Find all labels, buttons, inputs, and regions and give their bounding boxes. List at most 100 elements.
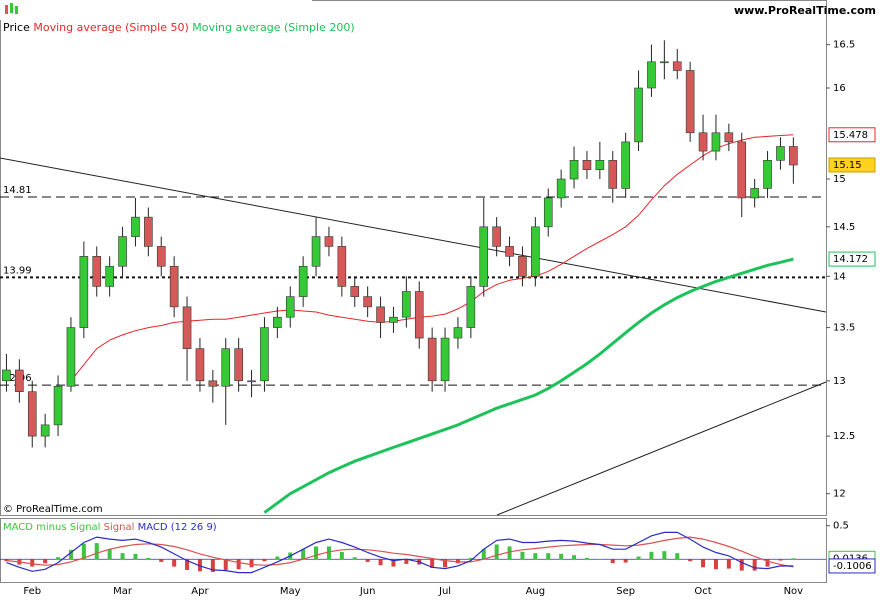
- candle-body: [660, 61, 669, 64]
- candle-body: [79, 256, 89, 328]
- candle-body: [556, 178, 566, 199]
- y-tick-label: 13.5: [833, 323, 855, 334]
- candle-body: [492, 226, 501, 247]
- candle-body: [634, 87, 643, 143]
- histogram-bar: [443, 559, 448, 568]
- histogram-bar: [236, 559, 241, 570]
- x-tick-label: Sep: [616, 586, 635, 597]
- header-box: [0, 0, 312, 20]
- candle-body: [518, 256, 527, 277]
- y-tick-label: 12: [833, 489, 846, 500]
- candle-body: [789, 146, 798, 166]
- histogram-bar: [107, 549, 112, 560]
- histogram-bar: [120, 553, 125, 560]
- x-tick-label: Mar: [113, 586, 133, 597]
- histogram-bar: [275, 556, 280, 560]
- x-tick-label: Jul: [438, 586, 451, 597]
- y-tick-label: 0.5: [833, 521, 849, 532]
- histogram-bar: [210, 559, 215, 572]
- histogram-bar: [610, 559, 615, 564]
- candle-body: [195, 348, 205, 382]
- value-badge-label: -0.1006: [833, 561, 872, 572]
- y-tick-label: 15: [833, 174, 846, 185]
- legend: Price Moving average (Simple 50) Moving …: [3, 21, 355, 34]
- legend-ma50: Moving average (Simple 50): [33, 21, 188, 34]
- candle-body: [543, 197, 553, 228]
- x-tick-label: May: [280, 586, 301, 597]
- histogram-bar: [752, 559, 757, 571]
- candle-body: [27, 391, 37, 437]
- candle-body: [569, 160, 579, 180]
- y-tick-label: 16: [833, 83, 846, 94]
- candle-body: [763, 160, 772, 189]
- candle-body: [144, 216, 153, 247]
- candle-body: [582, 160, 592, 170]
- candle-body: [698, 132, 708, 152]
- candle-body: [337, 246, 347, 287]
- value-badge-label: 14.172: [833, 254, 868, 265]
- candle-body: [234, 348, 243, 382]
- histogram-bar: [94, 543, 99, 560]
- moving-average: [263, 257, 794, 514]
- histogram-bar: [68, 549, 73, 560]
- histogram-bar: [223, 559, 228, 570]
- histogram-bar: [597, 559, 602, 560]
- x-tick-label: Apr: [191, 586, 209, 597]
- candle-body: [53, 385, 63, 426]
- y-tick-label: 12.5: [833, 431, 855, 442]
- histogram-bar: [520, 551, 525, 560]
- candle-body: [182, 306, 192, 349]
- histogram-bar: [391, 559, 396, 567]
- histogram-bar: [636, 556, 641, 560]
- histogram-bar: [662, 551, 667, 560]
- candle-body: [15, 369, 24, 393]
- candle-body: [776, 146, 785, 161]
- histogram-bar: [791, 558, 796, 560]
- legend-macd: MACD: [138, 522, 168, 533]
- trend-line: [0, 157, 827, 313]
- histogram-bar: [133, 553, 138, 560]
- macd-line: [6, 536, 794, 568]
- histogram-bar: [404, 559, 409, 564]
- histogram-bar: [765, 559, 770, 567]
- x-tick-label: Feb: [23, 586, 41, 597]
- histogram-bar: [468, 557, 473, 560]
- histogram-bar: [56, 557, 61, 560]
- histogram-bar: [675, 553, 680, 560]
- candle-body: [324, 236, 334, 247]
- histogram-bar: [43, 559, 48, 564]
- candle-body: [363, 296, 372, 308]
- histogram-bar: [159, 559, 164, 562]
- histogram-bar: [649, 551, 654, 560]
- histogram-bar: [30, 559, 35, 567]
- x-tick-label: Jun: [359, 586, 376, 597]
- candle-body: [685, 70, 695, 134]
- histogram-bar: [365, 559, 370, 562]
- candle-body: [221, 348, 231, 387]
- candle-body: [621, 141, 630, 189]
- histogram-bar: [559, 553, 564, 560]
- histogram-bar: [546, 553, 551, 560]
- histogram-bar: [688, 559, 693, 562]
- candle-body: [389, 316, 398, 323]
- level-label: 14.81: [3, 185, 32, 196]
- y-tick-label: 13: [833, 376, 846, 387]
- histogram-bar: [185, 559, 190, 570]
- price-layer: 1212.51313.51414.5151616.514.8113.9912.9…: [0, 40, 876, 597]
- candle-body: [440, 337, 450, 382]
- level-label: 13.99: [3, 265, 32, 276]
- value-badge: [828, 251, 876, 267]
- histogram-bar: [533, 553, 538, 560]
- watermark: www.ProRealTime.com: [734, 4, 876, 17]
- legend-hist: MACD minus Signal: [3, 522, 100, 533]
- legend-price: Price: [3, 21, 30, 34]
- icon: [10, 3, 13, 13]
- histogram-bar: [378, 559, 383, 566]
- histogram-bar: [301, 549, 306, 560]
- candle-body: [737, 141, 747, 199]
- x-tick-label: Aug: [526, 586, 546, 597]
- legend-signal: Signal: [104, 522, 135, 533]
- trend-line: [496, 381, 827, 516]
- value-badge-label: 15.15: [833, 160, 862, 171]
